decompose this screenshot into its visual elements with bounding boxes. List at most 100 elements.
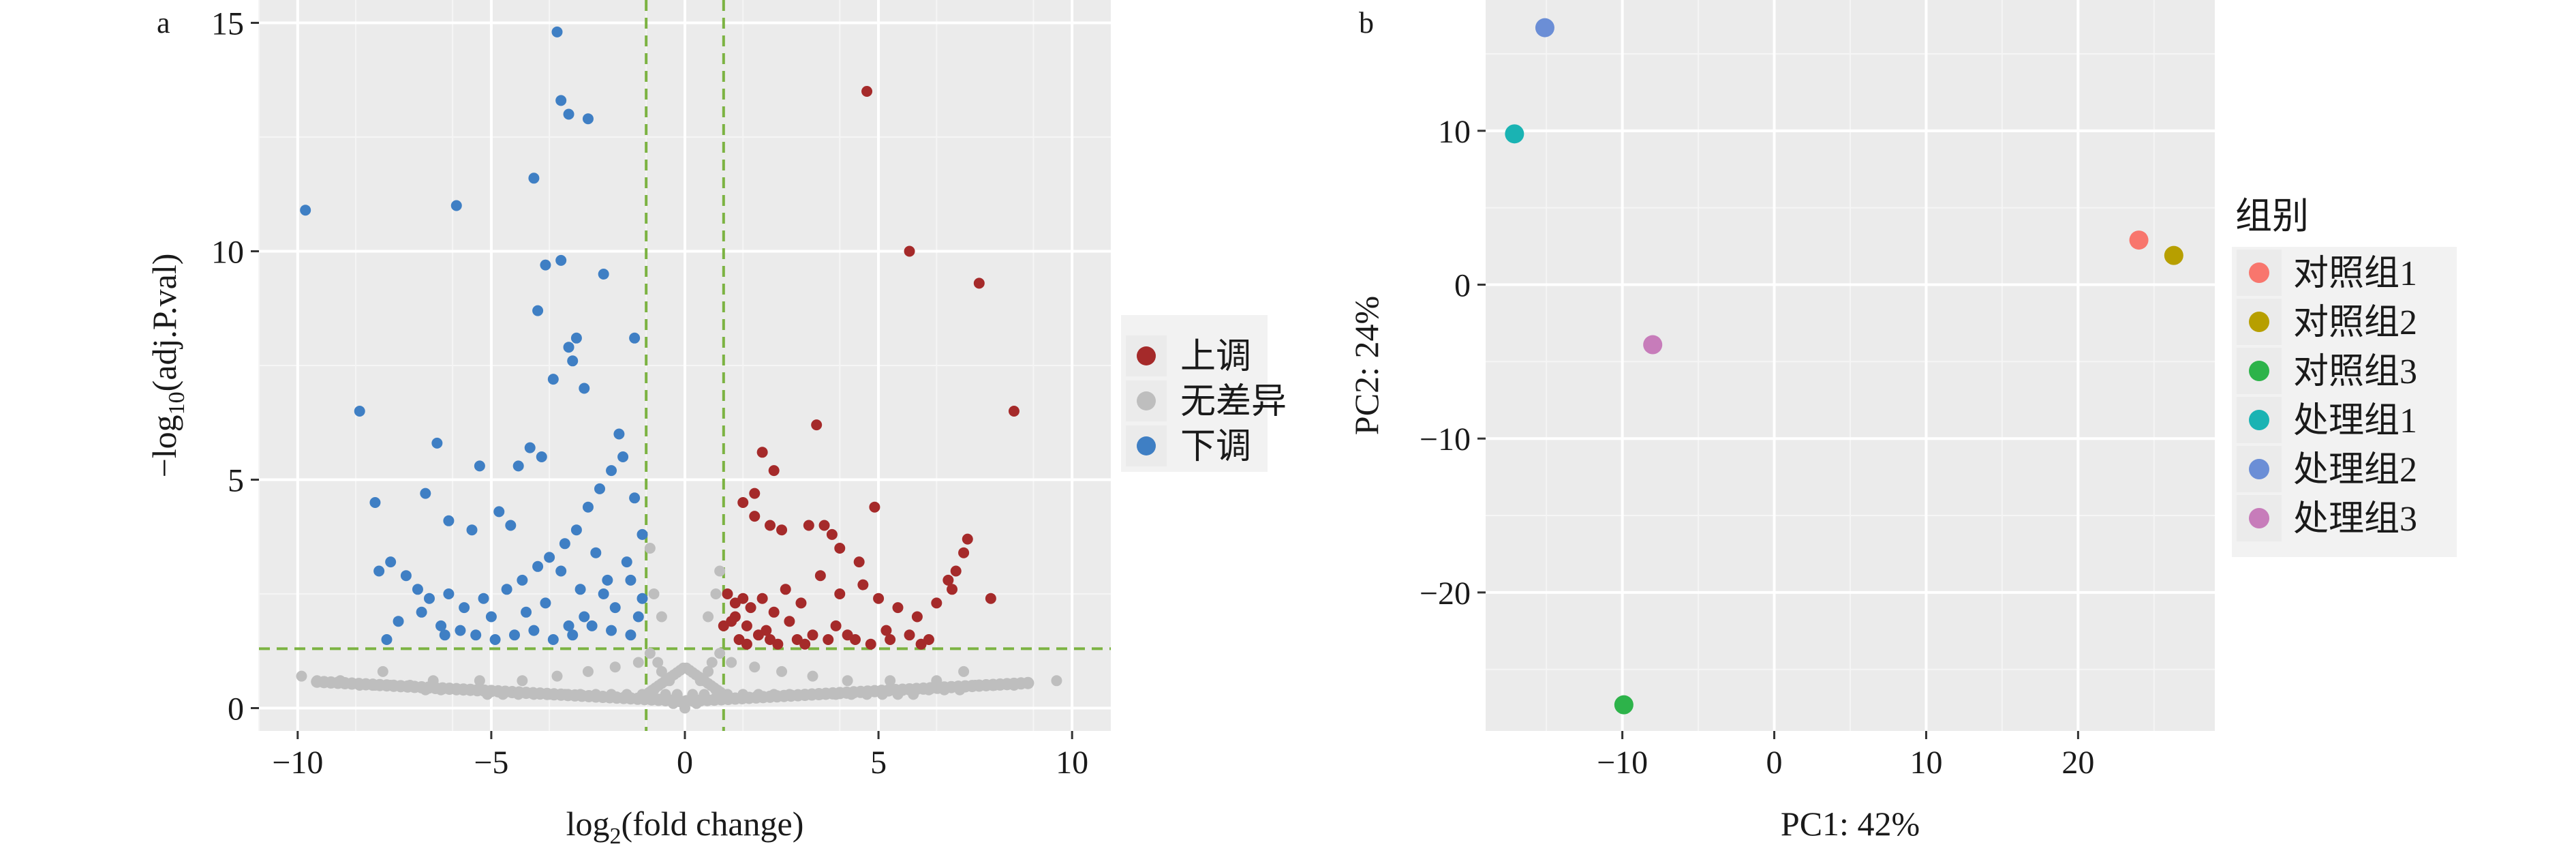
volcano-point (625, 574, 637, 586)
volcano-point (947, 584, 958, 595)
volcano-point (873, 593, 885, 604)
volcano-point (765, 634, 776, 645)
pca-legend-label: 处理组2 (2293, 451, 2417, 490)
volcano-point (555, 254, 567, 266)
volcano-point (768, 606, 780, 618)
volcano-legend-swatch (1137, 436, 1156, 455)
pca-legend-label: 对照组3 (2293, 353, 2417, 391)
panel-a-label: a (157, 6, 170, 40)
pca-x-tick-label: 20 (2061, 745, 2094, 781)
pca-legend-swatch (2249, 459, 2269, 479)
pca-point (2164, 245, 2183, 265)
volcano-point-dense (718, 689, 729, 700)
volcano-point (493, 506, 505, 518)
volcano-point (756, 593, 768, 604)
volcano-point (726, 657, 737, 668)
volcano-x-tick-label: 0 (677, 745, 693, 781)
volcano-point (501, 584, 512, 595)
volcano-y-ticks: 0 5 10 15 (211, 6, 259, 728)
volcano-point (563, 342, 574, 353)
volcano-point (455, 625, 466, 636)
pca-legend: 对照组1 对照组2 对照组3 处理组1 处理组2 处理组3 (2232, 247, 2457, 557)
volcano-point (555, 95, 567, 106)
volcano-point (826, 528, 838, 540)
volcano-point (617, 451, 629, 462)
volcano-point (424, 593, 435, 604)
pca-point (1614, 695, 1634, 715)
volcano-point (637, 528, 648, 540)
volcano-point (958, 665, 970, 677)
volcano-legend-swatch (1137, 391, 1156, 410)
pca-y-tick-label: 10 (1438, 114, 1471, 150)
volcano-point (915, 638, 927, 650)
volcano-point (741, 638, 752, 650)
volcano-point (369, 497, 381, 508)
volcano-point (485, 611, 497, 623)
volcano-point (570, 524, 582, 536)
volcano-point (718, 620, 729, 631)
volcano-point (703, 665, 714, 677)
volcano-point (776, 524, 788, 536)
volcano-points (296, 26, 1062, 714)
volcano-y-tick-label: 0 (228, 691, 244, 728)
volcano-point (644, 648, 656, 659)
volcano-point (450, 200, 462, 211)
volcano-point (710, 588, 722, 599)
volcano-point (443, 515, 455, 526)
pca-point (1643, 335, 1663, 355)
panel-b-label: b (1359, 6, 1374, 40)
volcano-point (807, 629, 818, 641)
volcano-point (644, 543, 656, 554)
volcano-point (637, 593, 648, 604)
volcano-point (985, 593, 996, 604)
volcano-point (512, 460, 524, 472)
volcano-point (536, 451, 547, 462)
pca-legend-swatch (2249, 508, 2269, 528)
volcano-point (505, 520, 517, 531)
volcano-point (768, 465, 780, 477)
pca-legend-title: 组别 (2235, 196, 2309, 237)
volcano-point (904, 629, 915, 641)
volcano-point (648, 588, 660, 599)
volcano-point (613, 428, 625, 440)
volcano-point (962, 533, 973, 545)
volcano-point (559, 538, 570, 550)
volcano-point (609, 602, 621, 614)
volcano-point (528, 173, 540, 184)
volcano-point (517, 675, 528, 687)
pca-legend-swatch (2249, 410, 2269, 430)
pca-y-tick-label: −10 (1420, 421, 1471, 458)
volcano-point (567, 355, 579, 367)
volcano-point (412, 584, 423, 595)
pca-legend-label: 对照组1 (2293, 254, 2417, 293)
pca-point (1535, 18, 1554, 38)
volcano-legend-swatch (1137, 346, 1156, 365)
volcano-x-tick-label: −5 (474, 745, 508, 781)
ylabel-rest: (adj.P.val) (145, 254, 183, 392)
volcano-point (818, 520, 830, 531)
volcano-point (570, 332, 582, 344)
volcano-point (749, 488, 761, 499)
pca-legend-swatch (2249, 361, 2269, 381)
volcano-point (885, 675, 896, 687)
pca-legend-label: 处理组1 (2293, 402, 2417, 440)
volcano-legend-label: 上调 (1180, 338, 1251, 376)
volcano-point (756, 447, 768, 458)
volcano-point (579, 383, 590, 394)
volcano-point (474, 460, 485, 472)
volcano-point (443, 588, 455, 599)
volcano-point (714, 648, 726, 659)
volcano-point (459, 602, 470, 614)
volcano-point (532, 560, 544, 572)
volcano-point (521, 606, 532, 618)
volcano-point (656, 611, 667, 623)
pca-legend-label: 处理组3 (2293, 500, 2417, 539)
volcano-point (621, 556, 632, 568)
volcano-point (551, 26, 563, 38)
volcano-point (563, 620, 574, 631)
volcano-point-dense (1022, 676, 1034, 689)
volcano-point (629, 492, 641, 504)
pca-x-tick-label: 0 (1766, 745, 1783, 781)
volcano-point (544, 552, 555, 563)
